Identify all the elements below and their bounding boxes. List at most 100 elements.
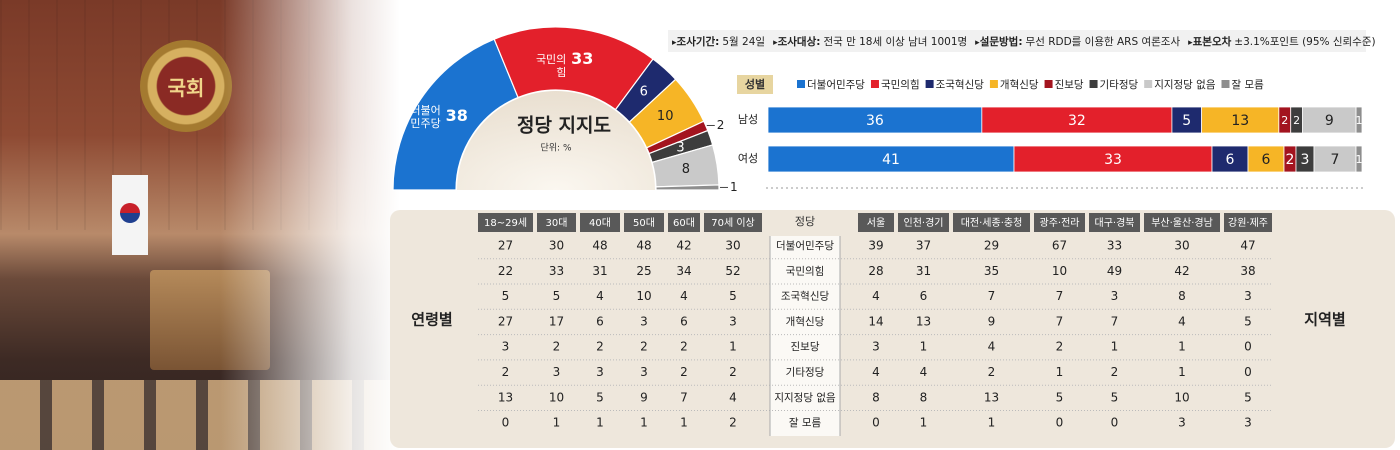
cell-value: 4 — [872, 289, 880, 303]
cell-value: 42 — [676, 239, 691, 253]
cell-value: 28 — [868, 264, 883, 278]
party-column-band — [770, 236, 840, 436]
cell-value: 39 — [868, 239, 883, 253]
cell-value: 1 — [729, 340, 737, 354]
legend-label: 진보당 — [1055, 79, 1084, 91]
cell-value: 0 — [1056, 416, 1064, 430]
header-cell — [537, 213, 576, 232]
cell-value: 25 — [636, 264, 651, 278]
cell-value: 14 — [868, 314, 883, 328]
cell-value: 1 — [640, 416, 648, 430]
value-label: 7 — [1331, 152, 1340, 168]
legend-swatch — [1044, 80, 1053, 88]
category-label: 여성 — [738, 152, 758, 165]
value-label: 6 — [640, 85, 648, 100]
legend-label: 기타정당 — [1100, 79, 1139, 91]
bar-segment — [981, 106, 1173, 134]
cell-value: 47 — [1240, 239, 1255, 253]
party-header: 정당 — [795, 215, 815, 228]
cell-value: 22 — [498, 264, 513, 278]
column-header: 인천·경기 — [904, 216, 944, 229]
value-label: 6 — [1262, 152, 1271, 168]
cell-value: 13 — [984, 390, 999, 404]
survey-text: ±3.1%포인트 (95% 신뢰수준) — [1234, 35, 1376, 48]
value-label: 3 — [1301, 152, 1310, 168]
donut-slice — [655, 184, 720, 191]
cell-value: 31 — [592, 264, 607, 278]
header-cell — [858, 213, 894, 232]
cell-value: 2 — [640, 340, 648, 354]
value-label: 33 — [1104, 152, 1122, 168]
cell-value: 34 — [676, 264, 691, 278]
survey-info: 조사기간:5월 24일 조사대상:전국 만 18세 이상 남녀 1001명 설문방법… — [668, 30, 1376, 52]
column-header: 18~29세 — [484, 217, 527, 229]
value-label: 10 — [657, 109, 674, 124]
cell-value: 7 — [680, 390, 688, 404]
legend-swatch — [1144, 80, 1153, 88]
donut-inner — [457, 91, 655, 190]
cell-value: 3 — [640, 365, 648, 379]
cell-value: 2 — [553, 340, 561, 354]
value-label: 9 — [1325, 113, 1334, 129]
cell-value: 4 — [1178, 314, 1186, 328]
cell-value: 7 — [1056, 314, 1064, 328]
survey-label: 조사대상: — [777, 35, 821, 48]
survey-item: 조사기간:5월 24일 — [672, 34, 766, 49]
bar-segment — [1355, 106, 1363, 134]
legend-label: 국민의힘 — [881, 79, 920, 91]
cell-value: 5 — [596, 390, 604, 404]
legend-swatch — [1089, 80, 1098, 88]
age-tag — [392, 300, 472, 340]
header-cell — [624, 213, 664, 232]
cell-value: 1 — [988, 416, 996, 430]
bar-segment — [1355, 145, 1363, 173]
age-label: 연령별 — [411, 311, 452, 329]
cell-value: 48 — [636, 239, 651, 253]
cell-value: 3 — [502, 340, 510, 354]
cell-value: 7 — [1111, 314, 1119, 328]
cell-value: 10 — [549, 390, 564, 404]
survey-text: 무선 RDD를 이용한 ARS 여론조사 — [1025, 35, 1181, 48]
cell-value: 37 — [916, 239, 931, 253]
cell-value: 33 — [1107, 239, 1122, 253]
header-cell — [953, 213, 1030, 232]
cell-value: 4 — [988, 340, 996, 354]
cell-value: 30 — [1174, 239, 1189, 253]
region-label: 지역별 — [1304, 311, 1345, 329]
cell-value: 3 — [1111, 289, 1119, 303]
party-label: 개혁신당 — [786, 316, 825, 328]
legend-swatch — [989, 80, 998, 88]
party-label: 더불어민주당 — [776, 240, 834, 252]
cell-value: 13 — [498, 390, 513, 404]
column-header: 30대 — [546, 217, 568, 229]
column-header: 대전·세종·충청 — [961, 217, 1023, 229]
cell-value: 38 — [1240, 264, 1255, 278]
cell-value: 2 — [988, 365, 996, 379]
cell-value: 2 — [1111, 365, 1119, 379]
value-label: 2 — [1281, 114, 1288, 127]
cell-value: 3 — [872, 340, 880, 354]
cell-value: 0 — [1111, 416, 1119, 430]
cell-value: 5 — [1111, 390, 1119, 404]
cell-value: 30 — [725, 239, 740, 253]
value-label: 8 — [682, 162, 690, 177]
cell-value: 13 — [916, 314, 931, 328]
column-header: 50대 — [633, 217, 655, 229]
column-header: 70세 이상 — [711, 217, 755, 229]
cell-value: 6 — [680, 314, 688, 328]
cell-value: 1 — [553, 416, 561, 430]
legend-label: 개혁신당 — [1000, 79, 1039, 91]
cell-value: 2 — [680, 365, 688, 379]
cell-value: 5 — [502, 289, 510, 303]
header-cell — [1089, 213, 1140, 232]
legend-swatch — [1221, 80, 1230, 88]
column-header: 서울 — [867, 217, 885, 229]
photo-fade — [0, 0, 400, 450]
legend-label: 조국혁신당 — [936, 79, 985, 91]
party-label: 잘 모름 — [789, 417, 822, 429]
cell-value: 35 — [984, 264, 999, 278]
party-label: 진보당 — [791, 341, 820, 353]
cell-value: 1 — [680, 416, 688, 430]
cell-value: 1 — [596, 416, 604, 430]
